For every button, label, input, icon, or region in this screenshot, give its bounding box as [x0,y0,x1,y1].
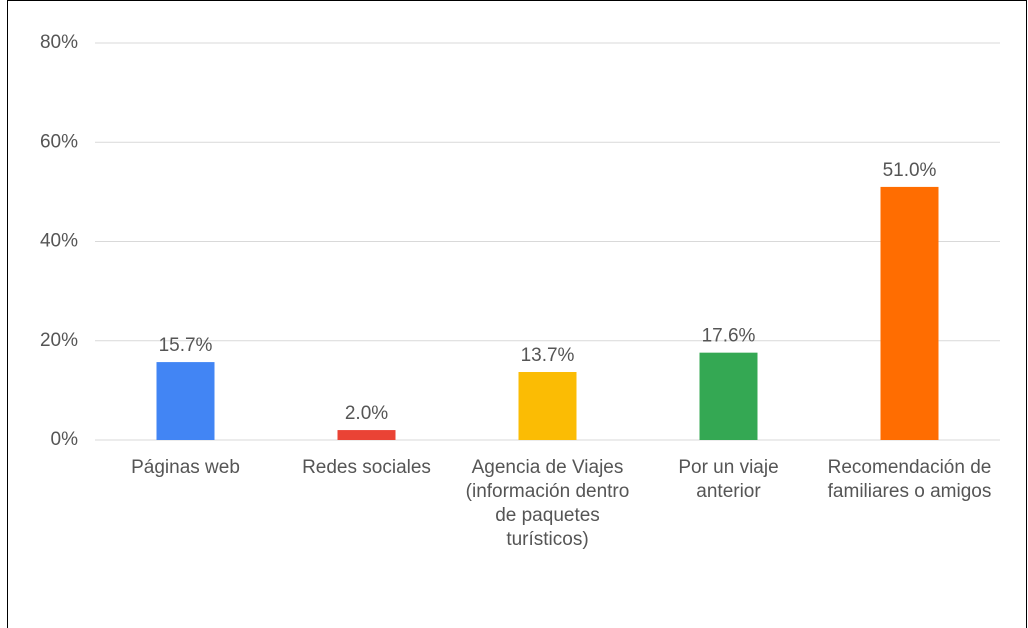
y-tick-label: 60% [40,131,78,152]
bar [518,372,577,440]
value-label: 13.7% [521,345,575,366]
x-tick-label: Agencia de Viajes (información dentro de… [465,457,630,550]
x-tick-label: Redes sociales [302,457,431,478]
x-tick-label: Páginas web [131,457,240,478]
y-tick-label: 0% [51,429,79,450]
value-label: 51.0% [883,160,937,181]
x-tick-label: Recomendación de familiares o amigos [827,457,992,502]
y-tick-label: 40% [40,231,78,252]
bar [699,352,758,440]
bar [880,186,939,440]
y-tick-label: 80% [40,32,78,53]
value-label: 17.6% [702,326,756,347]
frame [7,0,1027,628]
y-tick-label: 20% [40,330,78,351]
bar [156,362,215,440]
x-tick-label: Por un viaje anterior [678,457,779,502]
value-label: 2.0% [345,403,388,424]
bar [337,430,396,440]
value-label: 15.7% [159,335,213,356]
